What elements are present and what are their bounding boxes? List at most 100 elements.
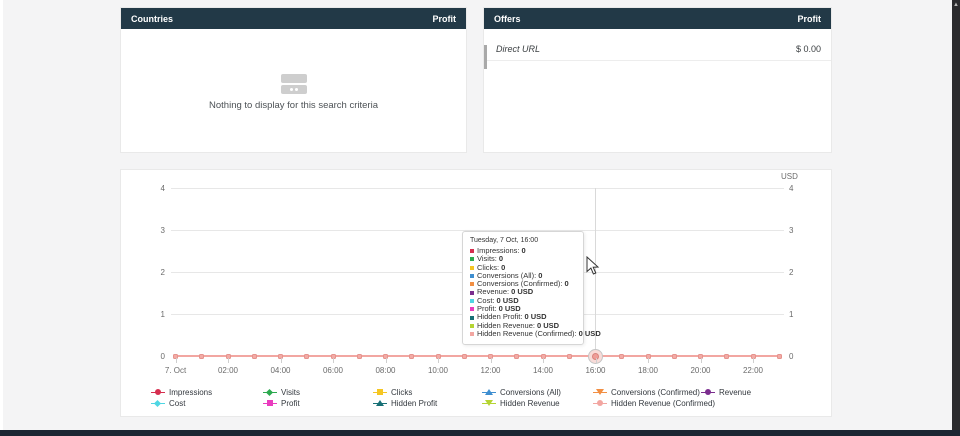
tooltip-series-label: Revenue: bbox=[477, 287, 510, 297]
tooltip-series-value: 0 USD bbox=[496, 295, 519, 305]
chart-gridline bbox=[171, 188, 784, 189]
x-axis-tick-label: 16:00 bbox=[585, 366, 606, 375]
mouse-cursor-icon bbox=[586, 256, 600, 275]
x-axis-tick bbox=[280, 358, 282, 363]
offers-list: Direct URL $ 0.00 bbox=[484, 37, 831, 69]
x-axis-tick bbox=[385, 358, 387, 363]
legend-label: Hidden Revenue (Confirmed) bbox=[611, 398, 716, 408]
offer-name[interactable]: Direct URL bbox=[496, 43, 541, 54]
tooltip-series-value: 0 USD bbox=[578, 328, 601, 338]
tooltip-series-value: 0 bbox=[538, 270, 543, 280]
series-color-bullet bbox=[470, 332, 474, 337]
legend-marker-icon bbox=[482, 388, 496, 396]
legend-item-conversions-all[interactable]: Conversions (All) bbox=[482, 387, 561, 397]
chart-tooltip: Tuesday, 7 Oct, 16:00 Impressions: 0 Visit… bbox=[462, 231, 601, 346]
legend-item-clicks[interactable]: Clicks bbox=[373, 387, 412, 397]
tooltip-series-label: Hidden Profit: bbox=[477, 312, 523, 322]
tooltip-series-row: Impressions: 0 bbox=[470, 246, 576, 255]
profit-chart-panel: USD 4 3 2 1 0 4 3 2 1 0 7. Oct 02:00 04:00 06:00 08:… bbox=[120, 169, 832, 417]
series-color-bullet bbox=[470, 323, 474, 328]
tooltip-series-row: Conversions (Confirmed): 0 bbox=[470, 279, 576, 289]
horizontal-scrollbar[interactable] bbox=[0, 430, 960, 436]
window-edge bbox=[0, 0, 3, 436]
x-axis-tick bbox=[228, 358, 229, 363]
series-color-bullet bbox=[470, 274, 474, 279]
offers-panel-header: Offers Profit bbox=[484, 8, 831, 29]
empty-data-icon bbox=[280, 74, 307, 94]
tooltip-series-value: 0 USD bbox=[511, 287, 534, 297]
x-axis-tick bbox=[648, 358, 649, 363]
x-axis-tick bbox=[490, 358, 492, 363]
offers-scrollbar-thumb[interactable] bbox=[484, 45, 487, 69]
tooltip-series-value: 0 USD bbox=[536, 320, 560, 330]
legend-marker-icon bbox=[263, 399, 277, 407]
series-color-bullet bbox=[470, 307, 474, 312]
legend-label: Impressions bbox=[169, 387, 213, 397]
chart-point[interactable] bbox=[619, 353, 625, 359]
tooltip-series-label: Hidden Revenue (Confirmed): bbox=[477, 328, 577, 338]
series-color-bullet bbox=[470, 282, 474, 287]
chart-point[interactable] bbox=[776, 353, 782, 359]
legend-item-conversions-confirmed[interactable]: Conversions (Confirmed) bbox=[593, 387, 700, 397]
legend-marker-icon bbox=[701, 388, 715, 396]
y-axis-tick-label: 2 bbox=[160, 268, 165, 277]
legend-marker-icon bbox=[593, 399, 607, 407]
legend-item-hidden-revenue[interactable]: Hidden Revenue bbox=[482, 398, 560, 408]
scrollbar-up-arrow-icon[interactable]: ▲ bbox=[953, 2, 959, 8]
chart-point[interactable] bbox=[566, 353, 572, 359]
x-axis-tick bbox=[753, 358, 754, 363]
chart-point[interactable] bbox=[199, 353, 205, 359]
x-axis-tick bbox=[175, 358, 177, 363]
legend-item-hidden-revenue-confirmed[interactable]: Hidden Revenue (Confirmed) bbox=[593, 398, 715, 408]
legend-marker-icon bbox=[151, 388, 165, 396]
legend-item-cost[interactable]: Cost bbox=[151, 398, 185, 408]
y-axis-tick-label: 0 bbox=[160, 352, 165, 361]
tooltip-series-label: Impressions: bbox=[477, 246, 520, 255]
legend-item-hidden-profit[interactable]: Hidden Profit bbox=[373, 398, 437, 408]
y-axis-tick-label: 1 bbox=[160, 310, 165, 319]
legend-label: Visits bbox=[281, 387, 300, 397]
tooltip-series-label: Hidden Revenue: bbox=[477, 320, 535, 330]
tooltip-series-row: Cost: 0 USD bbox=[470, 295, 576, 305]
chart-point[interactable] bbox=[671, 353, 677, 359]
legend-item-profit[interactable]: Profit bbox=[263, 398, 300, 408]
offers-panel-title: Offers bbox=[494, 13, 521, 24]
series-color-bullet bbox=[470, 315, 474, 320]
tooltip-series-row: Hidden Profit: 0 USD bbox=[470, 313, 576, 321]
y-axis-tick-label-right: 2 bbox=[789, 268, 794, 277]
countries-profit-column-header: Profit bbox=[432, 13, 457, 24]
chart-point[interactable] bbox=[724, 353, 730, 359]
offer-row[interactable]: Direct URL $ 0.00 bbox=[484, 37, 831, 61]
y-axis-tick-label: 4 bbox=[160, 184, 165, 193]
chart-point[interactable] bbox=[461, 353, 467, 359]
legend-item-visits[interactable]: Visits bbox=[263, 387, 300, 397]
legend-marker-icon bbox=[593, 388, 607, 396]
series-color-bullet bbox=[470, 249, 474, 254]
y-axis-tick-label-right: 0 bbox=[789, 352, 794, 361]
x-axis-tick-label: 04:00 bbox=[270, 366, 291, 375]
chart-gridline bbox=[171, 230, 784, 231]
x-axis-tick bbox=[595, 358, 597, 363]
legend-item-impressions[interactable]: Impressions bbox=[151, 387, 212, 397]
tooltip-series-value: 0 bbox=[501, 262, 506, 272]
legend-marker-icon bbox=[373, 399, 387, 407]
countries-empty-state: Nothing to display for this search crite… bbox=[121, 29, 466, 111]
tooltip-series-label: Conversions (Confirmed): bbox=[477, 279, 563, 289]
legend-marker-icon bbox=[263, 388, 277, 396]
x-axis-tick bbox=[700, 358, 702, 363]
chart-point[interactable] bbox=[409, 353, 415, 359]
x-axis-tick-label: 10:00 bbox=[427, 366, 449, 375]
vertical-scrollbar[interactable]: ▲ bbox=[952, 0, 960, 430]
chart-point[interactable] bbox=[304, 353, 310, 359]
tooltip-series-label: Clicks: bbox=[477, 262, 500, 272]
offers-profit-column-header: Profit bbox=[797, 13, 822, 24]
chart-point[interactable] bbox=[356, 353, 362, 359]
chart-point[interactable] bbox=[514, 353, 520, 359]
x-axis-tick-label: 18:00 bbox=[637, 366, 659, 375]
legend-item-revenue[interactable]: Revenue bbox=[701, 387, 751, 397]
chart-point[interactable] bbox=[251, 353, 257, 359]
legend-label: Hidden Revenue bbox=[500, 398, 560, 408]
tooltip-series-value: 0 bbox=[498, 254, 504, 264]
x-axis-tick bbox=[543, 358, 544, 363]
